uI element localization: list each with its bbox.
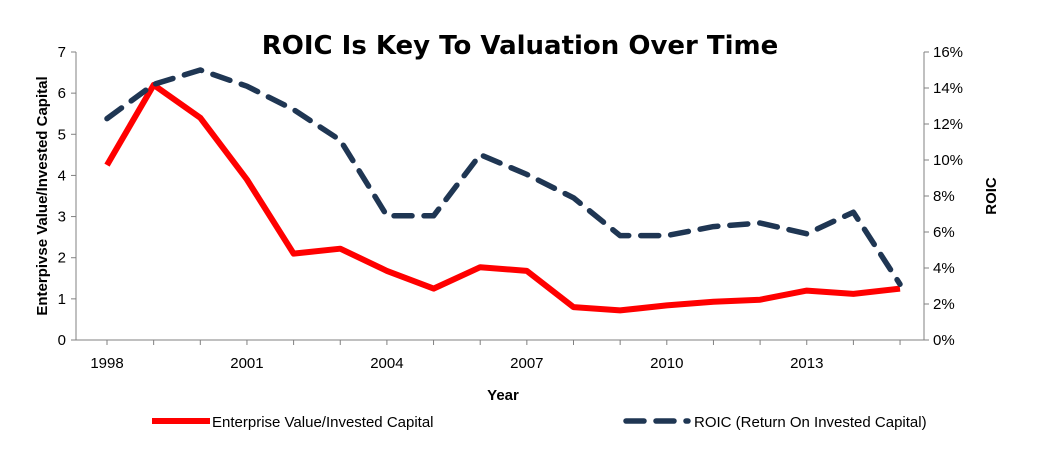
left-tick-label: 3 <box>58 209 66 226</box>
x-tick-label: 2010 <box>650 355 683 372</box>
right-tick-label: 14% <box>933 80 963 97</box>
legend-label-1: Enterprise Value/Invested Capital <box>212 414 434 431</box>
right-tick-label: 10% <box>933 152 963 169</box>
right-tick-label: 0% <box>933 332 955 349</box>
x-axis-title: Year <box>487 387 519 404</box>
left-tick-label: 2 <box>58 250 66 267</box>
series-lines <box>104 67 903 314</box>
x-tick-label: 2001 <box>230 355 263 372</box>
left-tick-label: 4 <box>58 167 66 184</box>
right-tick-label: 2% <box>933 296 955 313</box>
left-tick-label: 7 <box>58 44 66 61</box>
left-tick-label: 6 <box>58 85 66 102</box>
series-line-2 <box>104 67 903 287</box>
legend: Enterprise Value/Invested Capital ROIC (R… <box>152 414 927 431</box>
right-tick-label: 4% <box>933 260 955 277</box>
x-tick-label: 2013 <box>790 355 823 372</box>
x-tick-label: 2007 <box>510 355 543 372</box>
right-tick-label: 12% <box>933 116 963 133</box>
left-y-axis: 0 1 2 3 4 5 6 7 <box>58 44 77 349</box>
x-axis: 1998 2001 2004 2007 2010 2013 <box>76 339 924 372</box>
right-tick-label: 6% <box>933 224 955 241</box>
left-tick-label: 0 <box>58 332 66 349</box>
right-axis-title: ROIC <box>983 177 1000 215</box>
left-tick-label: 5 <box>58 126 66 143</box>
right-y-axis: 0% 2% 4% 6% 8% 10% 12% 14% 16% <box>923 44 963 349</box>
left-axis-title: Enterpivse Value/Invested Capital <box>34 76 51 315</box>
chart-title: ROIC Is Key To Valuation Over Time <box>262 31 779 61</box>
legend-label-2: ROIC (Return On Invested Capital) <box>694 414 927 431</box>
x-tick-label: 1998 <box>90 355 123 372</box>
x-tick-label: 2004 <box>370 355 403 372</box>
right-tick-label: 8% <box>933 188 955 205</box>
series-line-1 <box>104 81 901 314</box>
left-tick-label: 1 <box>58 291 66 308</box>
right-tick-label: 16% <box>933 44 963 61</box>
